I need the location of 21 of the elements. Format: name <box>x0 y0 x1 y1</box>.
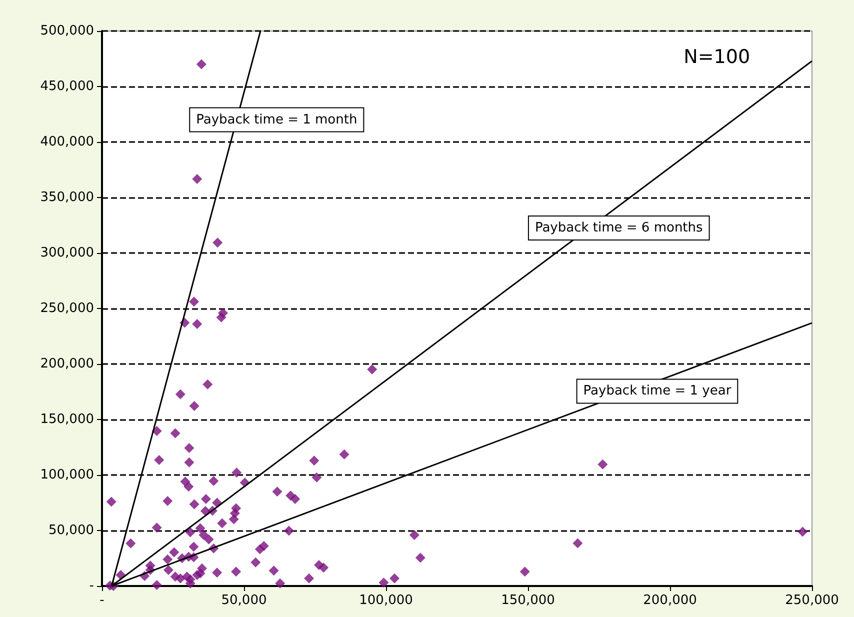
annotation: Payback time = 6 months <box>534 220 704 236</box>
y-tick-label: 50,000 <box>48 523 94 538</box>
y-tick-label: 200,000 <box>40 356 94 372</box>
annotation: N=100 <box>684 46 750 68</box>
y-tick-label: 100,000 <box>40 468 94 482</box>
y-tick-label: 500,000 <box>40 24 94 38</box>
annotation: Payback time = 1 month <box>196 112 358 128</box>
y-tick-label: 300,000 <box>40 246 94 260</box>
x-tick-label: 250,000 <box>785 593 839 608</box>
x-tick-label: 100,000 <box>359 593 413 608</box>
annotation: Payback time = 1 year <box>583 384 732 399</box>
y-tick-label: 250,000 <box>40 301 94 316</box>
y-tick-label: 150,000 <box>40 412 94 427</box>
x-tick-label: 200,000 <box>643 593 697 608</box>
y-tick-label: 450,000 <box>40 79 94 94</box>
y-tick-label: - <box>89 578 94 594</box>
x-tick-label: - <box>100 593 105 608</box>
y-tick-label: 400,000 <box>40 134 94 150</box>
y-tick-label: 350,000 <box>40 190 94 205</box>
x-tick-label: 50,000 <box>221 593 267 608</box>
x-tick-label: 150,000 <box>501 593 555 608</box>
